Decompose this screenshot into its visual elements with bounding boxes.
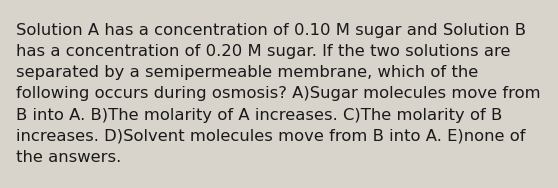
Text: Solution A has a concentration of 0.10 M sugar and Solution B
has a concentratio: Solution A has a concentration of 0.10 M… xyxy=(16,23,540,165)
